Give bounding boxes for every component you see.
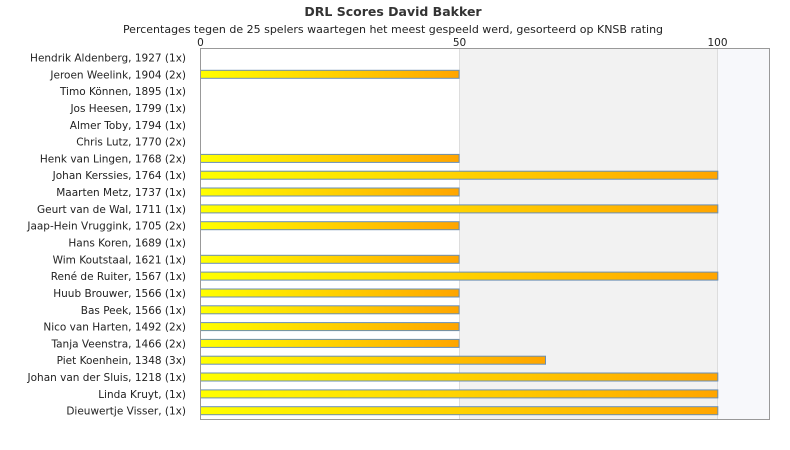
chart-subtitle: Percentages tegen de 25 spelers waartege… <box>123 23 663 36</box>
category-label: Nico van Harten, 1492 (2x) <box>43 322 186 334</box>
bar <box>200 187 460 197</box>
category-label: Wim Koutstaal, 1621 (1x) <box>53 254 186 266</box>
category-label: Maarten Metz, 1737 (1x) <box>56 187 186 199</box>
bar <box>200 389 719 399</box>
category-label: Jaap-Hein Vruggink, 1705 (2x) <box>26 221 186 233</box>
category-label: Geurt van de Wal, 1711 (1x) <box>37 204 186 216</box>
bar <box>200 406 719 416</box>
category-label: Bas Peek, 1566 (1x) <box>81 305 186 317</box>
bar <box>200 221 460 231</box>
category-label: Chris Lutz, 1770 (2x) <box>76 137 186 149</box>
bar <box>200 338 460 348</box>
category-label: Linda Kruyt, (1x) <box>98 389 186 401</box>
category-label: Huub Brouwer, 1566 (1x) <box>53 288 186 300</box>
category-labels: Hendrik Aldenberg, 1927 (1x) Jeroen Weeli… <box>26 53 186 418</box>
category-label: René de Ruiter, 1567 (1x) <box>51 271 186 283</box>
chart-title: DRL Scores David Bakker <box>304 4 482 19</box>
x-tick-label: 50 <box>453 37 466 49</box>
bar <box>200 355 546 365</box>
bar <box>200 69 460 79</box>
bar <box>200 153 460 163</box>
bar <box>200 372 719 382</box>
bar <box>200 288 460 298</box>
plot-band-100-110 <box>718 48 769 420</box>
bar <box>200 204 719 214</box>
plot-frame <box>200 48 770 420</box>
bar <box>200 322 460 332</box>
x-tick-label: 100 <box>707 37 727 49</box>
category-label: Dieuwertje Visser, (1x) <box>66 406 186 418</box>
category-label: Johan Kerssies, 1764 (1x) <box>52 170 186 182</box>
bar <box>200 271 719 281</box>
category-label: Timo Können, 1895 (1x) <box>59 86 186 98</box>
bar <box>200 254 460 264</box>
category-label: Johan van der Sluis, 1218 (1x) <box>27 372 186 384</box>
category-label: Piet Koenhein, 1348 (3x) <box>57 355 186 367</box>
category-label: Henk van Lingen, 1768 (2x) <box>40 153 186 165</box>
category-label: Hendrik Aldenberg, 1927 (1x) <box>30 53 186 65</box>
x-axis-ticks: 0 50 100 <box>197 37 727 49</box>
category-label: Almer Toby, 1794 (1x) <box>70 120 186 132</box>
bar <box>200 305 460 315</box>
category-label: Jos Heesen, 1799 (1x) <box>69 103 186 115</box>
x-tick-label: 0 <box>197 37 204 49</box>
bars <box>200 69 719 416</box>
category-label: Tanja Veenstra, 1466 (2x) <box>50 338 186 350</box>
category-label: Hans Koren, 1689 (1x) <box>68 238 186 250</box>
category-label: Jeroen Weelink, 1904 (2x) <box>49 69 186 81</box>
bar <box>200 170 719 180</box>
